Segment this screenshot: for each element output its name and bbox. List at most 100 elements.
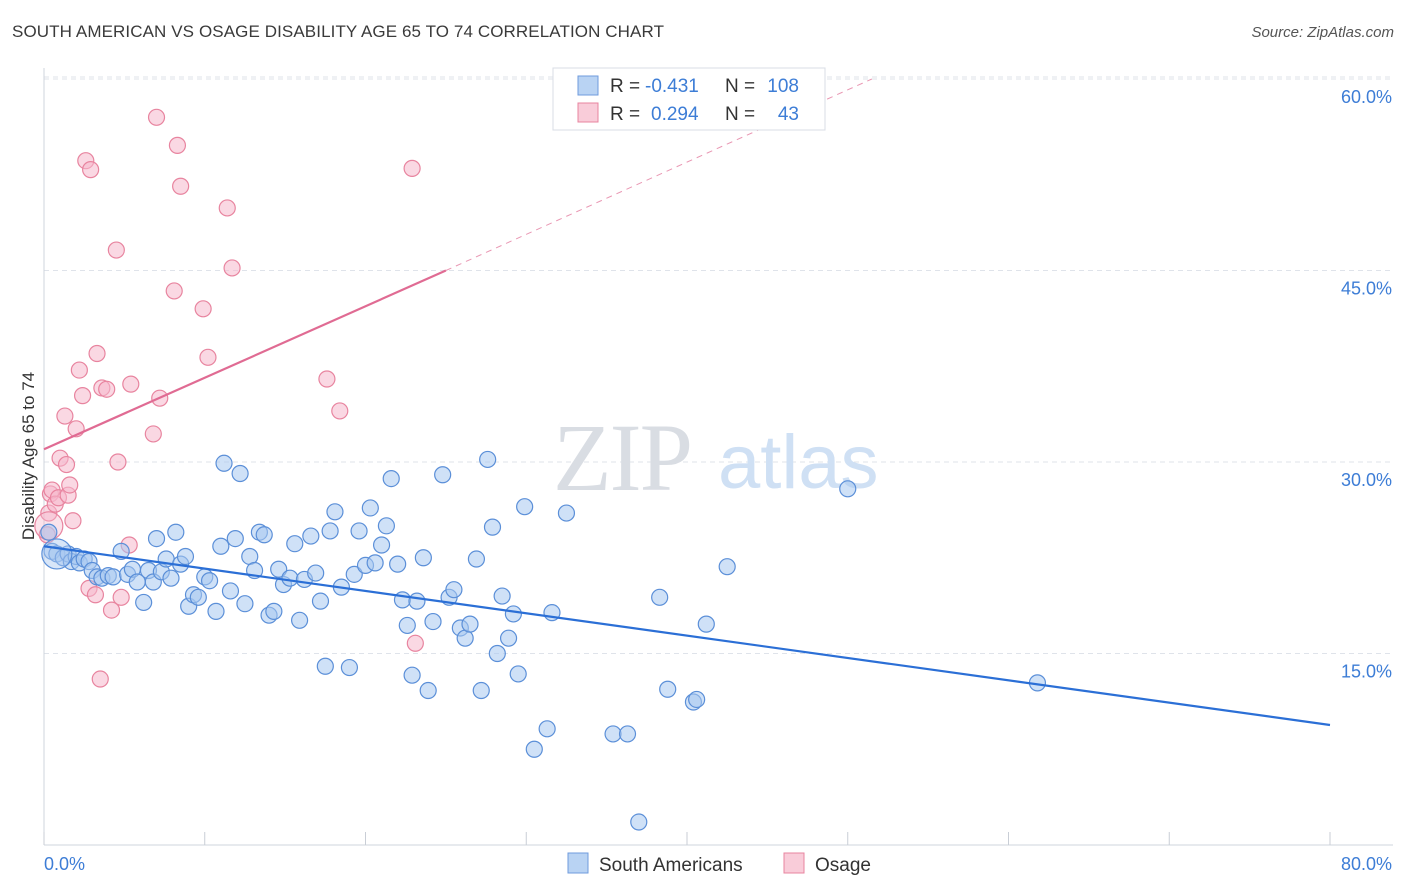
stats-r-value-2: 0.294	[651, 104, 699, 125]
south-americans-point-79	[445, 581, 463, 599]
x-ticks	[43, 832, 1331, 845]
osage-point-39	[318, 370, 336, 388]
osage-point-22	[98, 380, 116, 398]
osage-point-36	[199, 348, 217, 366]
south-americans-point-37	[221, 582, 240, 600]
south-americans-point-97	[604, 725, 622, 743]
legend-swatch-south-americans	[567, 852, 589, 874]
south-americans-point-68	[382, 469, 400, 488]
osage-point-24	[107, 241, 125, 259]
osage-point-40	[331, 402, 349, 420]
south-americans-point-22	[147, 529, 166, 548]
south-americans-point-26	[167, 523, 185, 541]
south-americans-point-71	[398, 616, 416, 635]
y-tick-label-60: 60.0%	[1341, 87, 1392, 107]
south-americans-point-100	[651, 588, 669, 606]
osage-point-29	[144, 425, 162, 443]
south-americans-point-51	[290, 611, 309, 629]
south-americans-point-36	[215, 454, 233, 472]
stats-legend-swatch-blue	[577, 75, 599, 96]
south-americans-point-93	[525, 740, 543, 758]
south-americans-point-73	[408, 592, 426, 610]
osage-point-11	[64, 512, 82, 530]
osage-point-19	[88, 344, 106, 363]
y-tick-label-15: 15.0%	[1341, 662, 1392, 682]
south-americans-point-77	[434, 466, 452, 484]
south-americans-point-55	[311, 592, 330, 610]
x-tick-label-min: 0.0%	[44, 854, 85, 874]
osage-points	[34, 108, 424, 688]
osage-point-30	[147, 108, 166, 126]
stats-r-label-2: R =	[610, 104, 640, 125]
south-americans-point-46	[265, 602, 283, 620]
south-americans-point-106	[839, 480, 857, 498]
osage-point-35	[194, 300, 212, 318]
stats-legend: R = -0.431 N = 108 R = 0.294 N = 43	[552, 67, 826, 131]
watermark: ZIP atlas	[553, 404, 879, 511]
south-americans-point-64	[361, 499, 379, 517]
south-americans-point-84	[472, 681, 490, 700]
south-americans-point-72	[403, 666, 421, 684]
stats-legend-swatch-pink	[577, 102, 599, 123]
south-americans-point-105	[718, 558, 736, 576]
stats-r-label-1: R =	[610, 76, 640, 97]
south-americans-point-39	[231, 464, 249, 483]
south-americans-point-76	[424, 612, 442, 631]
bottom-legend: South Americans Osage	[567, 852, 871, 876]
south-americans-point-38	[226, 529, 244, 548]
south-americans-point-89	[499, 629, 518, 647]
osage-point-18	[86, 586, 105, 604]
stats-r-value-1: -0.431	[645, 76, 699, 97]
south-americans-trend-line	[43, 545, 1331, 727]
south-americans-point-0	[40, 523, 58, 541]
south-americans-point-34	[207, 602, 225, 620]
osage-point-26	[112, 588, 130, 606]
south-americans-point-69	[389, 555, 407, 573]
osage-point-42	[406, 634, 424, 652]
y-axis-title: Disability Age 65 to 74	[19, 372, 38, 540]
south-americans-point-75	[419, 681, 437, 700]
legend-label-osage: Osage	[815, 855, 871, 876]
south-americans-point-54	[307, 564, 325, 582]
south-americans-point-19	[135, 593, 153, 612]
osage-point-32	[165, 282, 183, 300]
watermark-zip: ZIP	[553, 404, 691, 511]
south-americans-point-66	[372, 536, 391, 554]
x-tick-label-max: 80.0%	[1341, 854, 1392, 874]
south-americans-point-44	[255, 526, 273, 544]
osage-point-37	[218, 199, 236, 217]
south-americans-point-82	[461, 615, 479, 633]
south-americans-point-74	[414, 549, 432, 567]
osage-trend-line	[43, 269, 447, 451]
osage-point-23	[102, 601, 121, 619]
stats-n-label-1: N =	[725, 76, 755, 97]
legend-label-south-americans: South Americans	[599, 855, 743, 876]
south-americans-point-28	[176, 547, 195, 566]
south-americans-point-25	[162, 569, 180, 587]
osage-point-20	[91, 670, 109, 688]
y-tick-label-30: 30.0%	[1341, 470, 1392, 490]
osage-point-14	[73, 387, 92, 405]
osage-point-25	[109, 453, 127, 471]
south-americans-point-83	[467, 550, 486, 568]
south-americans-point-61	[345, 565, 363, 583]
south-americans-point-50	[286, 535, 304, 553]
south-americans-point-87	[488, 644, 506, 663]
osage-point-10	[61, 476, 79, 494]
osage-point-34	[172, 177, 190, 195]
south-americans-point-85	[479, 450, 497, 469]
south-americans-point-35	[212, 537, 230, 555]
chart-source: Source: ZipAtlas.com	[1251, 24, 1394, 41]
stats-n-value-1: 108	[767, 76, 799, 97]
legend-swatch-osage	[783, 852, 805, 874]
south-americans-point-90	[504, 605, 522, 623]
south-americans-point-47	[270, 560, 288, 578]
y-tick-labels: 15.0% 30.0% 45.0% 60.0%	[1341, 87, 1392, 682]
chart-title: SOUTH AMERICAN VS OSAGE DISABILITY AGE 6…	[12, 22, 665, 41]
south-americans-point-88	[493, 587, 511, 605]
south-americans-point-94	[538, 720, 556, 738]
south-americans-point-58	[326, 503, 344, 521]
south-americans-point-40	[236, 595, 254, 613]
south-americans-points	[40, 450, 1047, 831]
